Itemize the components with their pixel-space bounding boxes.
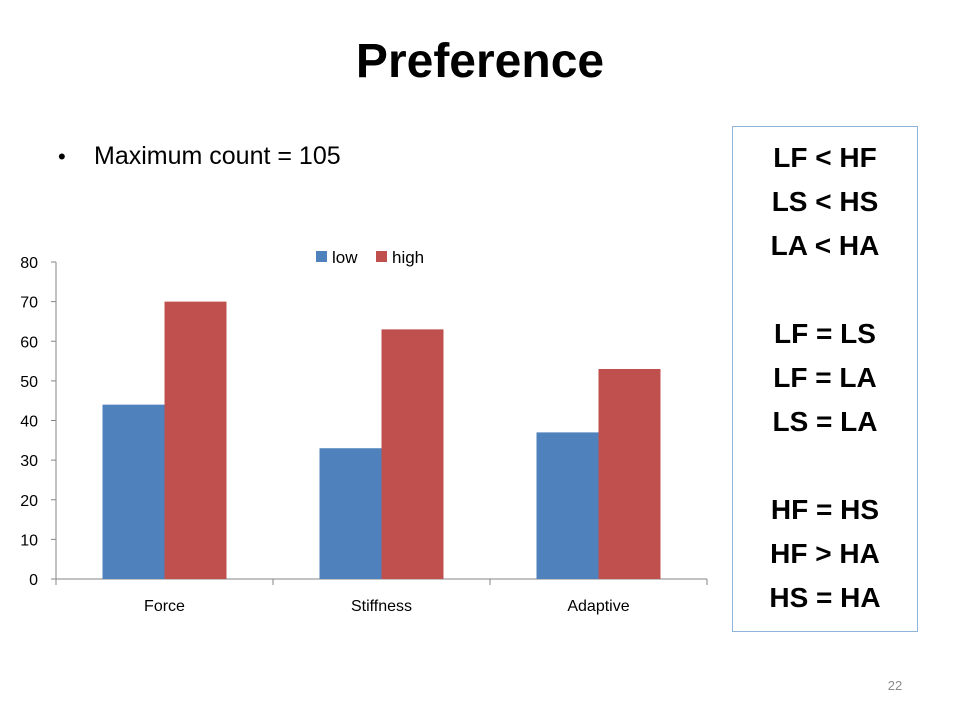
comparison-line: HF > HA <box>770 538 880 569</box>
bar-high-force <box>164 301 227 579</box>
comparison-line: LF < HF <box>773 142 877 173</box>
x-category-label: Force <box>144 598 185 615</box>
bullet-item: • Maximum count = 105 <box>58 140 341 173</box>
chart-legend: low high <box>316 248 424 267</box>
comparison-line: LF = LS <box>774 318 876 349</box>
bullet-icon: • <box>58 144 66 169</box>
comparison-line: LS = LA <box>772 406 878 437</box>
slide-title: Preference <box>355 35 605 88</box>
comparison-line: LF = LA <box>773 362 877 393</box>
x-category-label: Adaptive <box>567 598 629 615</box>
comparison-line: LA < HA <box>770 230 880 261</box>
y-tick-label: 60 <box>20 334 38 351</box>
legend-label-high: high <box>392 248 424 267</box>
comparison-line: HS = HA <box>769 582 881 613</box>
legend-swatch-low <box>316 251 327 262</box>
comparison-line: HF = HS <box>770 494 880 525</box>
y-tick-label: 70 <box>20 295 38 312</box>
y-tick-label: 0 <box>29 572 38 589</box>
comparison-line: LS < HS <box>771 186 879 217</box>
y-tick-label: 20 <box>20 493 38 510</box>
y-tick-label: 30 <box>20 453 38 470</box>
legend-label-low: low <box>332 248 358 267</box>
bar-high-stiffness <box>381 329 444 579</box>
y-tick-label: 50 <box>20 374 38 391</box>
bar-low-stiffness <box>319 448 382 579</box>
bullet-text: Maximum count = 105 <box>94 142 341 170</box>
statistics-box: LF < HF LS < HS LA < HA LF = LS LF = LA LS = … <box>732 126 918 632</box>
bar-high-adaptive <box>598 368 661 579</box>
y-tick-label: 40 <box>20 414 38 431</box>
bar-low-force <box>102 404 165 579</box>
page-number: 22 <box>887 678 903 693</box>
legend-swatch-high <box>376 251 387 262</box>
x-category-label: Stiffness <box>351 598 412 615</box>
bar-low-adaptive <box>536 432 599 579</box>
y-tick-label: 80 <box>20 255 38 272</box>
y-tick-label: 10 <box>20 532 38 549</box>
